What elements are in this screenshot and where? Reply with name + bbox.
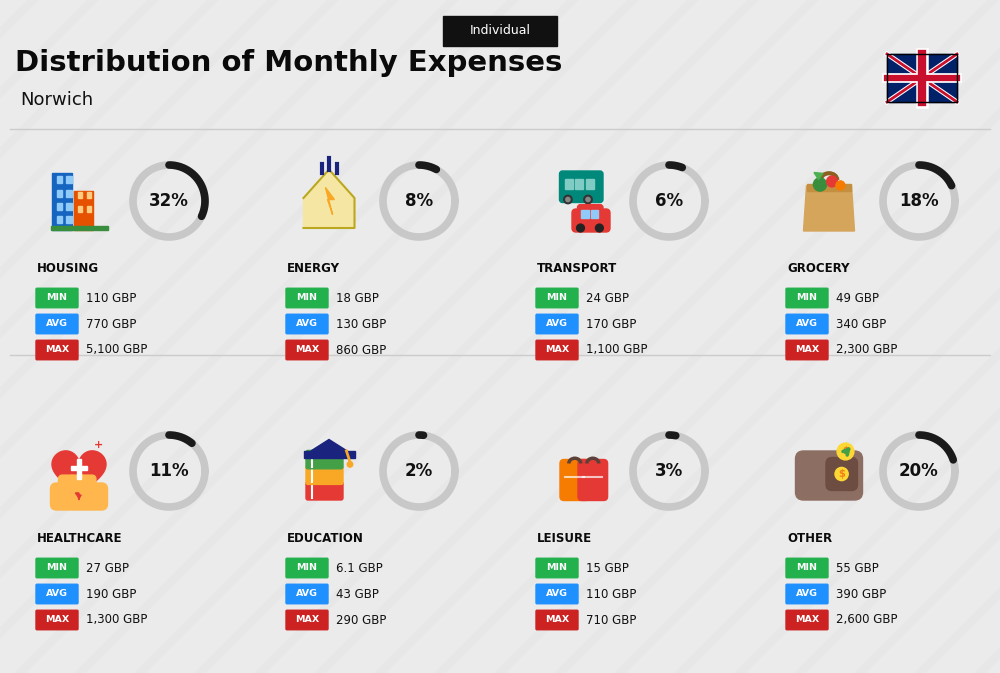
- Bar: [66, 203, 72, 210]
- FancyBboxPatch shape: [69, 475, 85, 491]
- Bar: [66, 190, 72, 197]
- FancyBboxPatch shape: [786, 288, 828, 308]
- Text: $: $: [842, 446, 849, 456]
- FancyBboxPatch shape: [36, 584, 78, 604]
- Bar: [87, 205, 91, 211]
- Text: AVG: AVG: [296, 590, 318, 598]
- Text: 18 GBP: 18 GBP: [336, 291, 379, 304]
- Text: MAX: MAX: [545, 616, 569, 625]
- Text: MAX: MAX: [45, 616, 69, 625]
- FancyBboxPatch shape: [559, 171, 603, 203]
- Text: LEISURE: LEISURE: [537, 532, 592, 544]
- Bar: [57, 203, 62, 210]
- Text: 710 GBP: 710 GBP: [586, 614, 636, 627]
- Text: AVG: AVG: [46, 320, 68, 328]
- FancyBboxPatch shape: [286, 584, 328, 604]
- FancyBboxPatch shape: [36, 314, 78, 334]
- Text: HEALTHCARE: HEALTHCARE: [37, 532, 122, 544]
- Text: 18%: 18%: [899, 192, 939, 210]
- Text: $: $: [838, 469, 845, 479]
- FancyBboxPatch shape: [536, 584, 578, 604]
- Text: HOUSING: HOUSING: [37, 262, 99, 275]
- FancyBboxPatch shape: [786, 314, 828, 334]
- Text: 130 GBP: 130 GBP: [336, 318, 386, 330]
- Text: AVG: AVG: [546, 320, 568, 328]
- FancyBboxPatch shape: [306, 450, 343, 469]
- Text: 2%: 2%: [405, 462, 433, 480]
- Text: 110 GBP: 110 GBP: [86, 291, 136, 304]
- FancyBboxPatch shape: [560, 460, 590, 501]
- FancyBboxPatch shape: [795, 451, 862, 500]
- Text: AVG: AVG: [46, 590, 68, 598]
- Circle shape: [595, 224, 603, 232]
- FancyBboxPatch shape: [786, 584, 828, 604]
- Text: 8%: 8%: [405, 192, 433, 210]
- Circle shape: [835, 468, 848, 481]
- Text: 390 GBP: 390 GBP: [836, 588, 886, 600]
- Bar: [78, 205, 82, 211]
- Bar: [57, 190, 62, 197]
- FancyBboxPatch shape: [51, 483, 108, 510]
- Text: 2,300 GBP: 2,300 GBP: [836, 343, 897, 357]
- FancyBboxPatch shape: [286, 341, 328, 360]
- Circle shape: [836, 181, 845, 190]
- Text: 170 GBP: 170 GBP: [586, 318, 636, 330]
- Bar: [57, 216, 62, 223]
- Circle shape: [577, 224, 584, 232]
- Bar: [87, 192, 91, 198]
- Text: 27 GBP: 27 GBP: [86, 561, 129, 575]
- Text: 5,100 GBP: 5,100 GBP: [86, 343, 147, 357]
- FancyBboxPatch shape: [442, 16, 557, 46]
- Text: AVG: AVG: [546, 590, 568, 598]
- Text: Norwich: Norwich: [20, 91, 93, 109]
- FancyBboxPatch shape: [786, 341, 828, 360]
- Text: MAX: MAX: [295, 616, 319, 625]
- Text: 24 GBP: 24 GBP: [586, 291, 629, 304]
- Bar: [887, 54, 957, 102]
- Text: MIN: MIN: [546, 563, 567, 573]
- Text: TRANSPORT: TRANSPORT: [537, 262, 617, 275]
- FancyBboxPatch shape: [286, 314, 328, 334]
- FancyBboxPatch shape: [536, 610, 578, 630]
- Text: 3%: 3%: [655, 462, 683, 480]
- Text: MIN: MIN: [47, 563, 68, 573]
- FancyBboxPatch shape: [826, 458, 857, 491]
- FancyBboxPatch shape: [572, 209, 610, 232]
- Bar: [565, 179, 573, 189]
- Bar: [71, 466, 87, 470]
- Text: 15 GBP: 15 GBP: [586, 561, 629, 575]
- Bar: [887, 54, 957, 102]
- Text: MAX: MAX: [45, 345, 69, 355]
- Circle shape: [827, 176, 837, 187]
- Text: 860 GBP: 860 GBP: [336, 343, 386, 357]
- FancyBboxPatch shape: [786, 558, 828, 577]
- Text: AVG: AVG: [296, 320, 318, 328]
- Text: MAX: MAX: [795, 345, 819, 355]
- Text: 43 GBP: 43 GBP: [336, 588, 379, 600]
- Circle shape: [837, 443, 854, 460]
- Text: MIN: MIN: [796, 563, 817, 573]
- Circle shape: [813, 178, 827, 191]
- Text: Individual: Individual: [470, 24, 530, 38]
- FancyBboxPatch shape: [36, 288, 78, 308]
- FancyBboxPatch shape: [36, 558, 78, 577]
- FancyBboxPatch shape: [304, 451, 354, 458]
- Text: AVG: AVG: [796, 590, 818, 598]
- Circle shape: [566, 197, 570, 202]
- Bar: [591, 210, 598, 218]
- FancyBboxPatch shape: [578, 460, 608, 501]
- Text: MIN: MIN: [546, 293, 567, 302]
- Text: 11%: 11%: [149, 462, 189, 480]
- Circle shape: [347, 462, 353, 467]
- FancyBboxPatch shape: [306, 482, 343, 500]
- Text: 770 GBP: 770 GBP: [86, 318, 136, 330]
- Text: +: +: [94, 441, 103, 450]
- Polygon shape: [311, 439, 347, 451]
- Bar: [586, 179, 594, 189]
- FancyBboxPatch shape: [786, 610, 828, 630]
- Bar: [78, 192, 82, 198]
- FancyBboxPatch shape: [536, 288, 578, 308]
- Text: 110 GBP: 110 GBP: [586, 588, 636, 600]
- Text: MAX: MAX: [295, 345, 319, 355]
